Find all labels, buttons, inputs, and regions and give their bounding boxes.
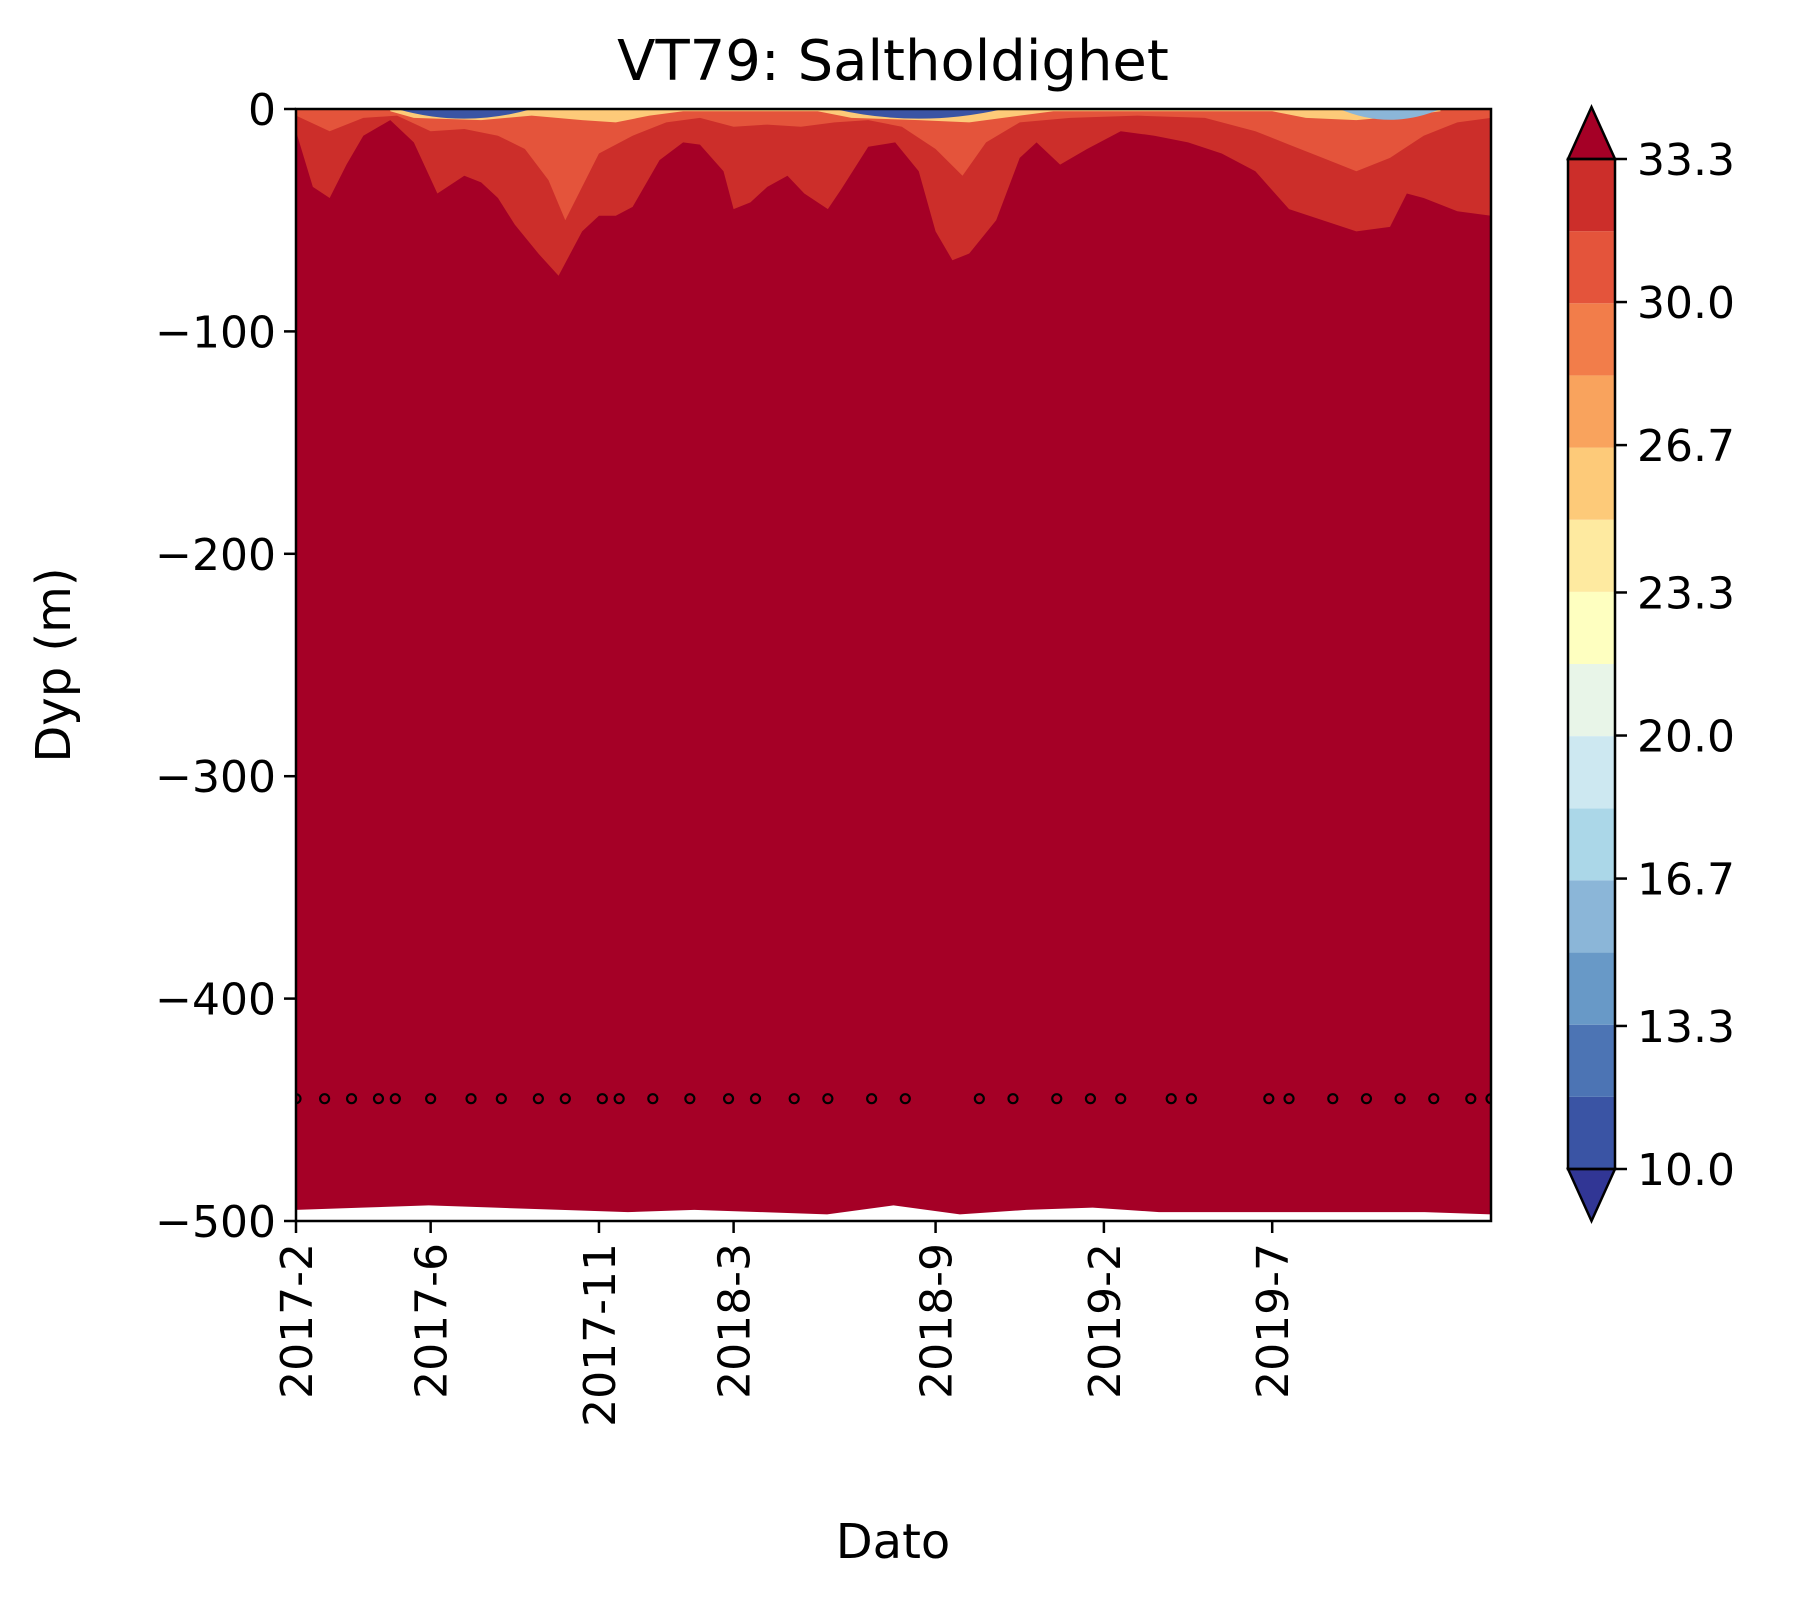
- sample-marker: [596, 1093, 608, 1105]
- y-tick-label: −300: [155, 752, 276, 803]
- sample-marker: [899, 1093, 911, 1105]
- sample-marker: [788, 1093, 800, 1105]
- sample-marker: [973, 1093, 985, 1105]
- sample-marker: [1428, 1093, 1440, 1105]
- sample-marker: [1185, 1093, 1198, 1105]
- sample-marker: [495, 1093, 507, 1105]
- colorbar-segment: [1568, 808, 1615, 881]
- colorbar-tick-label: 33.3: [1637, 135, 1735, 186]
- sample-marker: [1283, 1093, 1295, 1105]
- colorbar-tick-label: 10.0: [1637, 1145, 1735, 1196]
- x-axis-label: Dato: [836, 1514, 951, 1570]
- colorbar-segment: [1568, 519, 1615, 592]
- sample-marker: [749, 1093, 762, 1105]
- sample-marker: [345, 1093, 358, 1105]
- sample-marker: [684, 1093, 696, 1105]
- contour-layer-below-31-7: [296, 109, 1491, 221]
- sample-marker: [1394, 1093, 1406, 1105]
- y-tick-label: 0: [248, 85, 276, 136]
- sample-marker: [425, 1093, 437, 1105]
- sample-marker: [296, 1093, 302, 1105]
- y-tick-label: −500: [155, 1197, 276, 1248]
- colorbar-segment: [1568, 880, 1615, 953]
- colorbar-segment: [1568, 1024, 1615, 1097]
- sample-marker: [389, 1093, 401, 1105]
- y-tick-label: −200: [155, 530, 276, 581]
- sample-marker: [319, 1093, 331, 1105]
- sample-marker: [722, 1093, 735, 1105]
- sample-marker: [1115, 1093, 1127, 1105]
- colorbar-tick-label: 16.7: [1637, 855, 1735, 906]
- colorbar-segment: [1568, 303, 1615, 376]
- colorbar-tick-label: 23.3: [1637, 568, 1735, 619]
- y-axis: 0 −100 −200 −300 −400 −500: [155, 85, 296, 1248]
- colorbar-frame: [1566, 157, 1617, 1171]
- colorbar-segment: [1568, 664, 1615, 737]
- colorbar-tick-label: 20.0: [1637, 712, 1735, 763]
- sample-marker: [647, 1093, 659, 1105]
- sample-marker: [1465, 1093, 1477, 1105]
- x-tick-label: 2018-3: [710, 1243, 761, 1399]
- sample-marker: [1485, 1093, 1491, 1105]
- colorbar-tick-label: 26.7: [1637, 421, 1735, 472]
- contour-layer-highest-salinity: [296, 109, 1491, 1215]
- colorbar-segment: [1568, 447, 1615, 520]
- x-tick-label: 2018-9: [912, 1243, 963, 1399]
- sample-marker: [866, 1093, 878, 1105]
- sample-marker: [1263, 1093, 1275, 1105]
- colorbar-segment: [1568, 375, 1615, 448]
- colorbar-segment: [1568, 952, 1615, 1025]
- contour-layers: [296, 109, 1491, 1215]
- x-tick-label: 2017-11: [575, 1243, 626, 1427]
- colorbar-segment: [1568, 736, 1615, 809]
- fresh-water-lens: [396, 109, 532, 119]
- colorbar-segment: [1568, 231, 1615, 304]
- plot-area: [296, 109, 1491, 1221]
- colorbar-segment: [1568, 591, 1615, 664]
- colorbar: 10.0 13.3 16.7 20.0 23.3 26.7 30.0 33.3: [1566, 103, 1735, 1225]
- sample-marker: [1051, 1093, 1063, 1105]
- sample-marker: [1007, 1093, 1019, 1105]
- y-tick-label: −400: [155, 975, 276, 1026]
- sample-marker: [372, 1093, 385, 1105]
- colorbar-segment: [1568, 1096, 1615, 1169]
- colorbar-tick-label: 13.3: [1637, 1002, 1735, 1053]
- x-tick-label: 2017-2: [272, 1243, 323, 1399]
- sample-marker: [822, 1093, 834, 1105]
- chart-title: VT79: Saltholdighet: [617, 29, 1169, 94]
- sample-markers: [296, 1093, 1491, 1105]
- sample-marker: [1327, 1093, 1339, 1105]
- sample-marker: [559, 1093, 571, 1105]
- sample-marker: [1165, 1093, 1177, 1105]
- fresh-water-lens: [834, 109, 1003, 119]
- sample-marker: [465, 1093, 477, 1105]
- plot-frame: [294, 107, 1493, 1223]
- sample-marker: [613, 1093, 625, 1105]
- x-tick-label: 2019-2: [1080, 1243, 1131, 1399]
- x-axis: 2017-2 2017-6 2017-11 2018-3 2018-9 2019-2 201…: [272, 1221, 1299, 1427]
- colorbar-tick-label: 30.0: [1637, 278, 1735, 329]
- fresh-water-lens: [1339, 109, 1441, 120]
- y-axis-label: Dyp (m): [26, 567, 82, 762]
- y-tick-label: −100: [155, 307, 276, 358]
- colorbar-segment: [1568, 159, 1615, 232]
- x-tick-label: 2017-6: [407, 1243, 458, 1399]
- sample-marker: [1360, 1093, 1373, 1105]
- sample-marker: [532, 1093, 544, 1105]
- colorbar-extend-top: [1566, 103, 1617, 161]
- x-tick-label: 2019-7: [1248, 1243, 1299, 1399]
- sample-marker: [1084, 1093, 1097, 1105]
- colorbar-extend-bottom: [1566, 1167, 1617, 1225]
